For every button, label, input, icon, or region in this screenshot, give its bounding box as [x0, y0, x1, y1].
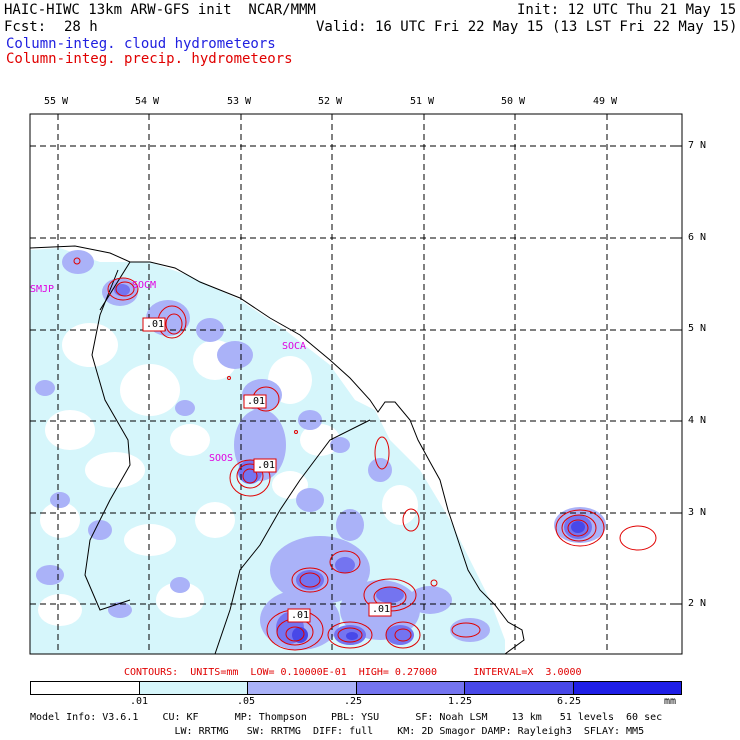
forecast-hour: 28 h — [64, 19, 98, 35]
lat-label-3n: 3 N — [688, 507, 707, 518]
station-label-smjp: SMJP — [30, 284, 55, 295]
station-label-soos: SOOS — [209, 453, 234, 464]
lon-label-49w: 49 W — [593, 96, 618, 107]
colorbar-tick: 1.25 — [448, 696, 473, 707]
contour-label: .01 — [257, 460, 276, 471]
colorbar-segment-5 — [573, 682, 681, 694]
colorbar-tick: .01 — [130, 696, 149, 707]
forecast-label: Fcst: — [4, 19, 47, 35]
colorbar-segment-2 — [248, 682, 357, 694]
colorbar-segment-3 — [356, 682, 465, 694]
colorbar-tick: .05 — [237, 696, 256, 707]
contour-label: .01 — [291, 610, 310, 621]
coastline — [30, 245, 525, 654]
colorbar — [30, 681, 682, 695]
contour-label: .01 — [247, 396, 266, 407]
lon-label-55w: 55 W — [44, 96, 69, 107]
colorbar-segment-0 — [31, 682, 140, 694]
frame-ticks — [57, 114, 682, 605]
contour-label: .01 — [146, 319, 165, 330]
lon-label-52w: 52 W — [318, 96, 343, 107]
grid-lines — [30, 114, 682, 654]
lat-label-5n: 5 N — [688, 323, 707, 334]
lon-label-54w: 54 W — [135, 96, 160, 107]
model-info-line1: Model Info: V3.6.1 CU: KF MP: Thompson P… — [30, 712, 663, 723]
valid-time: Valid: 16 UTC Fri 22 May 15 (13 LST Fri … — [316, 19, 738, 35]
lat-label-6n: 6 N — [688, 232, 707, 243]
colorbar-tick: .25 — [344, 696, 363, 707]
colorbar-tick: 6.25 — [557, 696, 582, 707]
init-time: Init: 12 UTC Thu 21 May 15 — [517, 2, 737, 18]
contour-label-boxes — [142, 317, 392, 623]
lat-label-2n: 2 N — [688, 598, 707, 609]
shade-intense-cores — [292, 521, 585, 643]
colorbar-segment-1 — [139, 682, 248, 694]
lat-label-7n: 7 N — [688, 140, 707, 151]
lon-label-50w: 50 W — [501, 96, 526, 107]
map-frame — [29, 113, 683, 655]
colorbar-segment-4 — [465, 682, 574, 694]
contour-label: .01 — [372, 604, 391, 615]
precip-contours — [73, 257, 657, 651]
lat-label-4n: 4 N — [688, 415, 707, 426]
contour-info: CONTOURS: UNITS=mm LOW= 0.10000E-01 HIGH… — [124, 667, 582, 678]
colorbar-unit: mm — [664, 696, 677, 707]
model-info-line2: LW: RRTMG SW: RRTMG DIFF: full KM: 2D Sm… — [30, 726, 645, 737]
legend-cloud: Column-integ. cloud hydrometeors — [6, 36, 276, 52]
station-label-soca: SOCA — [282, 341, 307, 352]
hydrometeor-shading — [30, 114, 682, 654]
lon-label-53w: 53 W — [227, 96, 252, 107]
plot-title: HAIC-HIWC 13km ARW-GFS init NCAR/MMM — [4, 2, 316, 18]
station-label-socm: SOCM — [132, 280, 157, 291]
legend-precip: Column-integ. precip. hydrometeors — [6, 51, 293, 67]
lon-label-51w: 51 W — [410, 96, 435, 107]
